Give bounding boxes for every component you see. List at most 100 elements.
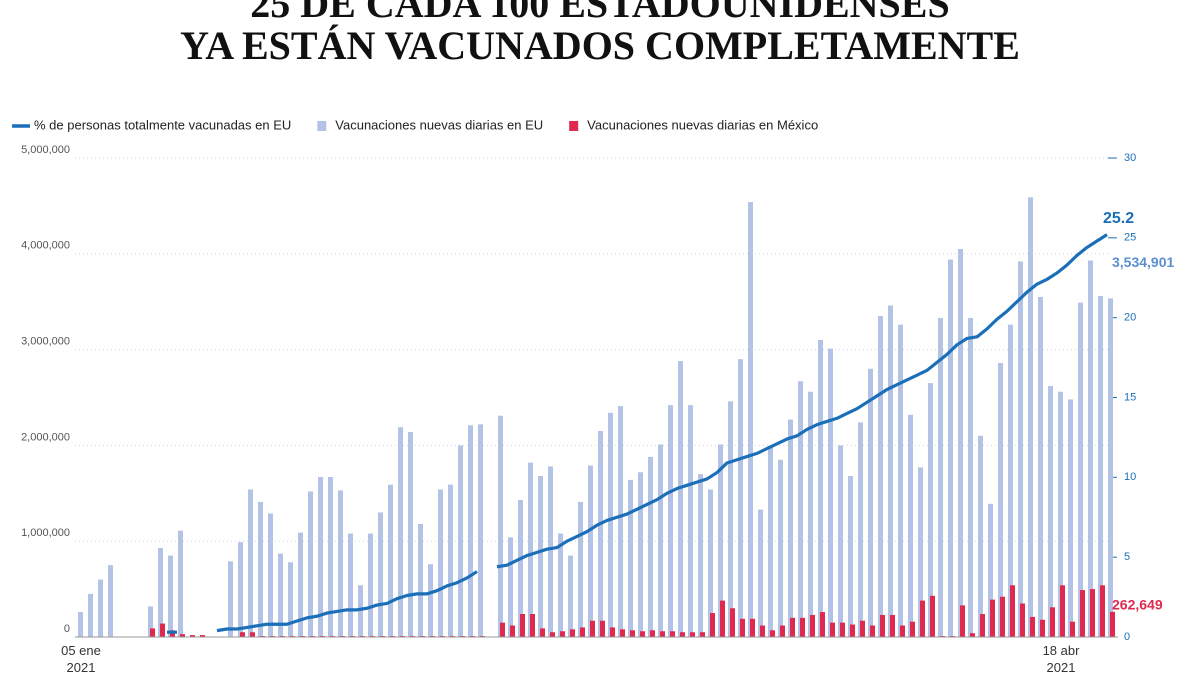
bar [850, 625, 855, 637]
bar [650, 630, 655, 637]
bar [788, 420, 793, 637]
bar [600, 621, 605, 637]
bar [458, 445, 463, 637]
bar [228, 561, 233, 637]
bar [1010, 585, 1015, 637]
bar [690, 632, 695, 637]
bar [108, 565, 113, 637]
bar [638, 472, 643, 637]
bar [680, 632, 685, 637]
y2-tick-label: 30 [1124, 152, 1136, 164]
bar [538, 476, 543, 637]
bar [900, 626, 905, 637]
bar [1060, 585, 1065, 637]
bar [548, 466, 553, 637]
bar [830, 623, 835, 637]
bar [968, 318, 973, 637]
bar [1030, 617, 1035, 637]
bar [908, 415, 913, 637]
bar [540, 628, 545, 637]
bar [948, 260, 953, 637]
bar [308, 491, 313, 637]
bar [1000, 597, 1005, 637]
bar [990, 600, 995, 637]
data-label: 262,649 [1112, 597, 1163, 613]
bar [288, 562, 293, 637]
bar [428, 564, 433, 637]
bar [160, 624, 165, 637]
bar [598, 431, 603, 637]
bar [468, 425, 473, 637]
bar [618, 406, 623, 637]
bar [250, 632, 255, 637]
bar [378, 512, 383, 637]
data-label: 25.2 [1103, 210, 1134, 227]
bar [668, 405, 673, 637]
bar [388, 485, 393, 637]
bar [728, 401, 733, 637]
bar [780, 626, 785, 637]
bar [760, 626, 765, 637]
bar [958, 249, 963, 637]
bar [768, 446, 773, 637]
bar [528, 463, 533, 637]
bar [838, 445, 843, 637]
bar [580, 627, 585, 637]
bar [858, 422, 863, 637]
y-tick-label: 1,000,000 [21, 527, 70, 539]
y2-tick-label: 20 [1124, 312, 1136, 324]
bar [840, 623, 845, 637]
bar [530, 614, 535, 637]
bar [88, 594, 93, 637]
bar [550, 632, 555, 637]
bar [588, 466, 593, 637]
bar [640, 631, 645, 637]
bar [1088, 261, 1093, 637]
bar [258, 502, 263, 637]
bar [880, 615, 885, 637]
bar [810, 615, 815, 637]
bar [910, 622, 915, 637]
bar [790, 618, 795, 637]
bar [178, 531, 183, 637]
y2-tick-label: 5 [1124, 551, 1130, 563]
bar [740, 619, 745, 637]
bar [848, 476, 853, 637]
legend-swatch [569, 121, 578, 131]
bar [1020, 603, 1025, 637]
bar [368, 534, 373, 637]
bar [1028, 197, 1033, 637]
bar [498, 416, 503, 637]
bar [398, 427, 403, 637]
x-tick-label: 18 abr 2021 [1021, 642, 1101, 676]
y-tick-label: 2,000,000 [21, 431, 70, 443]
bar [748, 202, 753, 637]
y2-tick-label: 15 [1124, 391, 1136, 403]
bar [698, 474, 703, 637]
bar [920, 601, 925, 637]
bar [778, 460, 783, 637]
bar [930, 596, 935, 637]
bar [878, 316, 883, 637]
bar [590, 621, 595, 637]
y2-tick-label: 10 [1124, 471, 1136, 483]
bar [338, 490, 343, 637]
bar [578, 502, 583, 637]
bar [898, 325, 903, 637]
bar [888, 306, 893, 637]
bar [1100, 585, 1105, 637]
bar [1078, 303, 1083, 637]
legend-label: % de personas totalmente vacunadas en EU [34, 117, 291, 132]
bar [870, 626, 875, 637]
bar [238, 542, 243, 637]
legend-label: Vacunaciones nuevas diarias en EU [335, 117, 543, 132]
bar [418, 524, 423, 637]
bar [1050, 607, 1055, 637]
legend-label: Vacunaciones nuevas diarias en México [587, 117, 818, 132]
bar [970, 633, 975, 637]
bar [608, 413, 613, 637]
bar [628, 480, 633, 637]
bar [868, 369, 873, 637]
